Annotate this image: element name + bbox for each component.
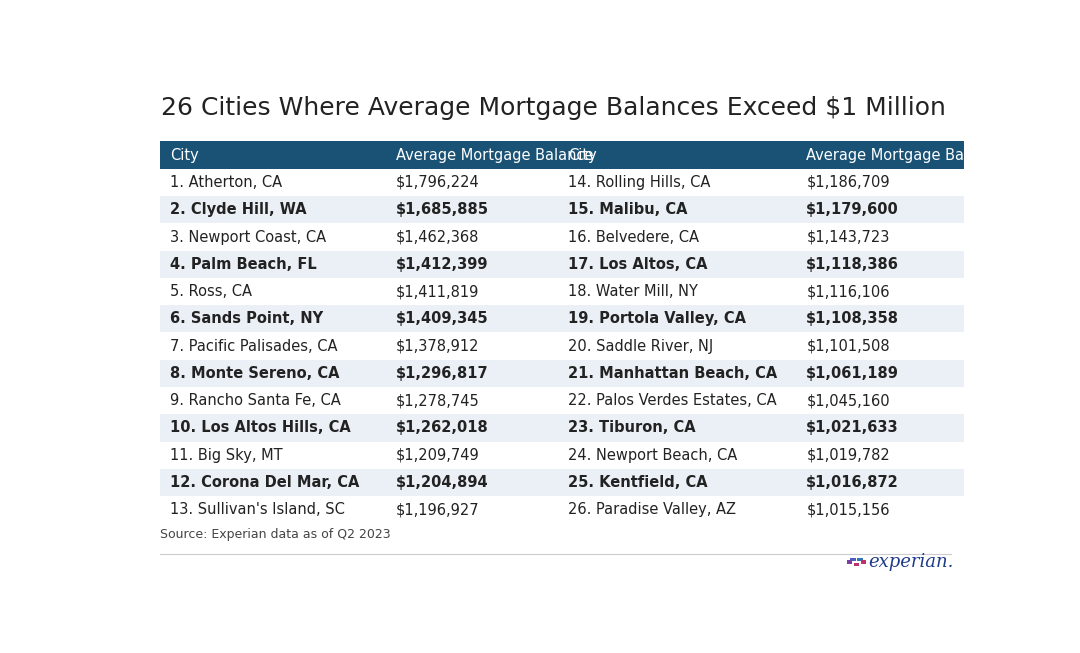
Text: $1,412,399: $1,412,399	[396, 257, 488, 272]
Text: $1,796,224: $1,796,224	[396, 175, 480, 190]
FancyBboxPatch shape	[850, 558, 855, 562]
FancyBboxPatch shape	[160, 141, 557, 169]
Text: Average Mortgage Balance: Average Mortgage Balance	[807, 148, 1003, 163]
FancyBboxPatch shape	[858, 558, 863, 562]
FancyBboxPatch shape	[160, 223, 557, 251]
Text: 1. Atherton, CA: 1. Atherton, CA	[171, 175, 282, 190]
Text: 19. Portola Valley, CA: 19. Portola Valley, CA	[568, 311, 745, 326]
Text: Average Mortgage Balance: Average Mortgage Balance	[396, 148, 594, 163]
Text: 13. Sullivan's Island, SC: 13. Sullivan's Island, SC	[171, 502, 345, 517]
FancyBboxPatch shape	[557, 387, 963, 414]
Text: $1,019,782: $1,019,782	[807, 448, 890, 463]
Text: 5. Ross, CA: 5. Ross, CA	[171, 284, 252, 299]
Text: City: City	[171, 148, 199, 163]
FancyBboxPatch shape	[557, 332, 963, 360]
Text: $1,061,189: $1,061,189	[807, 366, 900, 381]
FancyBboxPatch shape	[160, 278, 557, 305]
Text: 7. Pacific Palisades, CA: 7. Pacific Palisades, CA	[171, 339, 338, 354]
Text: 15. Malibu, CA: 15. Malibu, CA	[568, 202, 687, 217]
FancyBboxPatch shape	[557, 278, 963, 305]
Text: 6. Sands Point, NY: 6. Sands Point, NY	[171, 311, 323, 326]
Text: Source: Experian data as of Q2 2023: Source: Experian data as of Q2 2023	[160, 528, 391, 541]
Text: $1,462,368: $1,462,368	[396, 230, 480, 244]
Text: $1,016,872: $1,016,872	[807, 475, 899, 490]
Text: 20. Saddle River, NJ: 20. Saddle River, NJ	[568, 339, 713, 354]
Text: $1,278,745: $1,278,745	[396, 393, 480, 408]
Text: $1,143,723: $1,143,723	[807, 230, 890, 244]
Text: 14. Rolling Hills, CA: 14. Rolling Hills, CA	[568, 175, 711, 190]
Text: $1,204,894: $1,204,894	[396, 475, 489, 490]
Text: 12. Corona Del Mar, CA: 12. Corona Del Mar, CA	[171, 475, 360, 490]
FancyBboxPatch shape	[557, 196, 963, 223]
FancyBboxPatch shape	[557, 469, 963, 496]
FancyBboxPatch shape	[557, 223, 963, 251]
Text: $1,186,709: $1,186,709	[807, 175, 890, 190]
FancyBboxPatch shape	[557, 441, 963, 469]
Text: $1,685,885: $1,685,885	[396, 202, 489, 217]
FancyBboxPatch shape	[160, 496, 557, 523]
Text: $1,108,358: $1,108,358	[807, 311, 900, 326]
Text: $1,378,912: $1,378,912	[396, 339, 480, 354]
FancyBboxPatch shape	[557, 251, 963, 278]
Text: $1,045,160: $1,045,160	[807, 393, 890, 408]
Text: 2. Clyde Hill, WA: 2. Clyde Hill, WA	[171, 202, 307, 217]
Text: $1,196,927: $1,196,927	[396, 502, 480, 517]
Text: 16. Belvedere, CA: 16. Belvedere, CA	[568, 230, 699, 244]
Text: 8. Monte Sereno, CA: 8. Monte Sereno, CA	[171, 366, 339, 381]
Text: 3. Newport Coast, CA: 3. Newport Coast, CA	[171, 230, 326, 244]
FancyBboxPatch shape	[557, 141, 963, 169]
FancyBboxPatch shape	[160, 305, 557, 332]
Text: City: City	[568, 148, 596, 163]
Text: 17. Los Altos, CA: 17. Los Altos, CA	[568, 257, 707, 272]
FancyBboxPatch shape	[557, 360, 963, 387]
Text: 23. Tiburon, CA: 23. Tiburon, CA	[568, 421, 696, 436]
Text: 26 Cities Where Average Mortgage Balances Exceed $1 Million: 26 Cities Where Average Mortgage Balance…	[161, 96, 946, 120]
FancyBboxPatch shape	[847, 560, 852, 564]
Text: 24. Newport Beach, CA: 24. Newport Beach, CA	[568, 448, 737, 463]
Text: $1,101,508: $1,101,508	[807, 339, 890, 354]
FancyBboxPatch shape	[853, 563, 860, 566]
Text: $1,021,633: $1,021,633	[807, 421, 899, 436]
Text: 4. Palm Beach, FL: 4. Palm Beach, FL	[171, 257, 316, 272]
Text: $1,296,817: $1,296,817	[396, 366, 489, 381]
FancyBboxPatch shape	[160, 196, 557, 223]
Text: experian.: experian.	[868, 553, 954, 571]
FancyBboxPatch shape	[557, 496, 963, 523]
FancyBboxPatch shape	[160, 414, 557, 441]
Text: $1,015,156: $1,015,156	[807, 502, 890, 517]
FancyBboxPatch shape	[160, 441, 557, 469]
FancyBboxPatch shape	[160, 251, 557, 278]
FancyBboxPatch shape	[557, 414, 963, 441]
Text: $1,179,600: $1,179,600	[807, 202, 899, 217]
Text: $1,411,819: $1,411,819	[396, 284, 480, 299]
FancyBboxPatch shape	[557, 305, 963, 332]
Text: 11. Big Sky, MT: 11. Big Sky, MT	[171, 448, 283, 463]
FancyBboxPatch shape	[160, 169, 557, 196]
FancyBboxPatch shape	[557, 169, 963, 196]
Text: 10. Los Altos Hills, CA: 10. Los Altos Hills, CA	[171, 421, 351, 436]
Text: $1,116,106: $1,116,106	[807, 284, 890, 299]
Text: 18. Water Mill, NY: 18. Water Mill, NY	[568, 284, 698, 299]
Text: $1,118,386: $1,118,386	[807, 257, 900, 272]
Text: 26. Paradise Valley, AZ: 26. Paradise Valley, AZ	[568, 502, 735, 517]
Text: 22. Palos Verdes Estates, CA: 22. Palos Verdes Estates, CA	[568, 393, 777, 408]
FancyBboxPatch shape	[160, 469, 557, 496]
Text: 25. Kentfield, CA: 25. Kentfield, CA	[568, 475, 707, 490]
Text: $1,209,749: $1,209,749	[396, 448, 480, 463]
Text: $1,262,018: $1,262,018	[396, 421, 489, 436]
FancyBboxPatch shape	[160, 332, 557, 360]
FancyBboxPatch shape	[160, 387, 557, 414]
FancyBboxPatch shape	[861, 560, 866, 564]
FancyBboxPatch shape	[160, 360, 557, 387]
Text: $1,409,345: $1,409,345	[396, 311, 489, 326]
Text: 21. Manhattan Beach, CA: 21. Manhattan Beach, CA	[568, 366, 777, 381]
Text: 9. Rancho Santa Fe, CA: 9. Rancho Santa Fe, CA	[171, 393, 341, 408]
